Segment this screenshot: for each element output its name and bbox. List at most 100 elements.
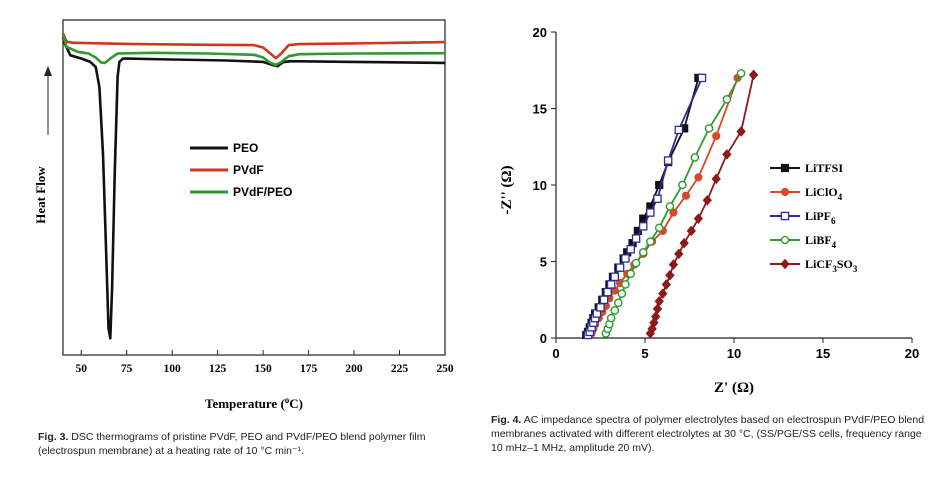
impedance-x-tick-label: 0 xyxy=(552,346,559,361)
impedance-point xyxy=(654,296,664,307)
up-arrow-head-icon xyxy=(44,66,52,76)
dsc-y-axis-label: Heat Flow xyxy=(33,166,48,224)
impedance-point xyxy=(631,234,641,243)
impedance-series-libf4 xyxy=(601,69,746,338)
impedance-legend-marker xyxy=(780,187,790,197)
impedance-point xyxy=(646,208,655,217)
impedance-y-tick-label: 5 xyxy=(540,255,547,270)
impedance-point xyxy=(596,303,605,312)
impedance-y-axis-label: -Z'' (Ω) xyxy=(499,165,515,214)
impedance-legend-marker xyxy=(780,163,790,173)
impedance-x-tick-label: 15 xyxy=(816,346,830,361)
dsc-x-tick-label: 100 xyxy=(164,363,182,375)
impedance-point xyxy=(678,180,687,190)
dsc-x-tick-label: 250 xyxy=(436,363,454,375)
impedance-legend-label: LiBF4 xyxy=(805,233,837,250)
impedance-point xyxy=(603,287,612,297)
impedance-y-tick-label: 0 xyxy=(540,331,547,346)
impedance-point xyxy=(617,289,627,298)
impedance-point xyxy=(646,237,655,246)
impedance-point xyxy=(694,173,703,182)
impedance-y-tick-label: 15 xyxy=(533,102,547,117)
impedance-point xyxy=(669,208,678,217)
impedance-line xyxy=(604,72,742,334)
dsc-x-tick-label: 150 xyxy=(254,363,272,375)
dsc-series-pvdf xyxy=(61,32,446,60)
impedance-point xyxy=(606,280,616,289)
impedance-point xyxy=(652,303,663,315)
impedance-point xyxy=(621,280,630,289)
impedance-point xyxy=(614,298,623,308)
dsc-legend-label: PVdF/PEO xyxy=(233,185,292,199)
impedance-legend-label: LiPF6 xyxy=(805,209,836,226)
fig4-caption-label: Fig. 4. xyxy=(491,414,522,426)
impedance-point xyxy=(610,272,619,282)
dsc-x-tick-label: 200 xyxy=(345,363,363,375)
impedance-legend-label: LiClO4 xyxy=(805,185,843,202)
impedance-point xyxy=(674,248,684,260)
impedance-point xyxy=(653,194,662,204)
impedance-point xyxy=(606,313,616,323)
dsc-legend-label: PEO xyxy=(233,141,258,155)
impedance-point xyxy=(702,195,712,206)
dsc-x-tick-label: 50 xyxy=(75,363,87,375)
dsc-series-pvdf-peo xyxy=(61,34,446,67)
impedance-point xyxy=(712,131,721,141)
fig3-caption-label: Fig. 3. xyxy=(38,431,69,443)
impedance-point xyxy=(679,237,689,249)
impedance-point xyxy=(711,173,721,185)
impedance-series-lipf6 xyxy=(583,73,707,340)
impedance-point xyxy=(621,254,630,263)
impedance-legend-marker xyxy=(780,258,790,270)
impedance-x-tick-label: 10 xyxy=(727,346,741,361)
impedance-point xyxy=(681,191,691,200)
impedance-point xyxy=(663,156,673,165)
fig3-caption: Fig. 3. DSC thermograms of pristine PVdF… xyxy=(38,430,458,458)
impedance-point xyxy=(626,269,636,279)
impedance-point xyxy=(654,223,664,233)
impedance-point xyxy=(674,125,684,135)
dsc-legend-label: PVdF xyxy=(233,163,264,177)
impedance-point xyxy=(748,69,759,81)
impedance-point xyxy=(631,258,641,268)
impedance-point xyxy=(615,263,625,272)
impedance-point xyxy=(736,126,746,137)
impedance-point xyxy=(665,270,675,281)
impedance-series-licf3so3 xyxy=(645,69,759,339)
impedance-point xyxy=(610,306,620,315)
impedance-point xyxy=(665,202,675,211)
dsc-plot: 50 75 100 125 150 175 200 225 250 Temperature (oC… xyxy=(33,19,454,411)
dsc-x-tick-label: 175 xyxy=(300,363,318,375)
impedance-point xyxy=(658,288,668,299)
impedance-legend-label: LiCF3SO3 xyxy=(805,257,858,274)
impedance-point xyxy=(626,245,636,254)
impedance-point xyxy=(722,149,732,160)
dsc-x-axis-label: Temperature (oC) xyxy=(205,395,303,411)
impedance-y-tick-label: 10 xyxy=(533,178,547,193)
dsc-x-tick-label: 75 xyxy=(121,363,133,375)
impedance-point xyxy=(638,248,648,257)
impedance-point xyxy=(736,69,746,78)
impedance-plot: 0 5 10 15 20 0 5 10 15 20 Z' (Ω) -Z'' (Ω) LiTFSI LiCl… xyxy=(499,25,919,396)
impedance-point xyxy=(661,279,672,290)
impedance-point xyxy=(704,124,714,133)
dsc-plot-frame xyxy=(62,19,446,356)
dsc-x-tick-label: 125 xyxy=(209,363,227,375)
impedance-point xyxy=(668,259,679,270)
impedance-point xyxy=(722,95,732,104)
dsc-x-tick-label: 225 xyxy=(391,363,409,375)
impedance-point xyxy=(693,213,704,224)
impedance-legend-marker xyxy=(780,211,790,221)
impedance-point xyxy=(599,295,609,304)
dsc-series-peo xyxy=(61,36,446,340)
impedance-y-tick-label: 20 xyxy=(533,25,547,40)
impedance-x-axis-label: Z' (Ω) xyxy=(714,380,754,396)
impedance-x-tick-label: 20 xyxy=(905,346,919,361)
impedance-legend-marker xyxy=(780,235,790,245)
impedance-point xyxy=(690,153,700,162)
impedance-point xyxy=(697,73,707,83)
impedance-point xyxy=(651,311,661,322)
impedance-point xyxy=(638,222,648,231)
impedance-point xyxy=(655,180,664,190)
